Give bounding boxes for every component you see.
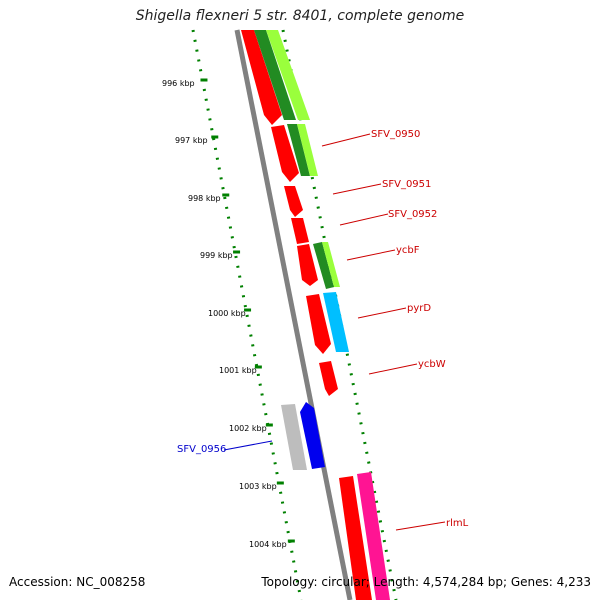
ruler-ticks — [200, 78, 295, 543]
gene-features — [241, 30, 390, 600]
ruler-track — [191, 29, 303, 600]
ruler-label: 999 kbp — [200, 251, 233, 260]
gene-grey[interactable] — [281, 404, 307, 470]
gene-red-pyrD-row[interactable] — [306, 294, 331, 354]
gene-SFV_0950-lightgreen[interactable] — [297, 124, 318, 176]
ruler-label: 1001 kbp — [219, 366, 257, 375]
gene-rlmL[interactable] — [357, 472, 390, 600]
gene-top-lightgreen[interactable] — [266, 30, 310, 120]
label-ycbW[interactable]: ycbW — [418, 359, 446, 370]
label-SFV_0951[interactable]: SFV_0951 — [382, 179, 431, 190]
gene-ycbF-lightgreen[interactable] — [322, 242, 340, 287]
ruler-label: 997 kbp — [175, 136, 208, 145]
ruler-label: 1002 kbp — [229, 424, 267, 433]
ruler-labels: 996 kbp 997 kbp 998 kbp 999 kbp 1000 kbp… — [162, 79, 287, 549]
label-ycbF[interactable]: ycbF — [396, 245, 420, 256]
gene-SFV_0956[interactable] — [300, 402, 325, 469]
label-SFV_0956[interactable]: SFV_0956 — [177, 444, 226, 455]
gene-SFV_0952[interactable] — [291, 218, 309, 244]
gene-top-red[interactable] — [241, 30, 282, 125]
backbone-line — [234, 29, 353, 600]
label-SFV_0952[interactable]: SFV_0952 — [388, 209, 437, 220]
accession-text: Accession: NC_008258 — [9, 575, 146, 589]
gene-red-ycbF-row[interactable] — [297, 244, 318, 286]
label-leaders — [223, 133, 446, 531]
gene-SFV_0950-green[interactable] — [287, 124, 310, 176]
gene-pyrD[interactable] — [323, 292, 349, 352]
gene-SFV_0951[interactable] — [284, 186, 303, 217]
label-SFV_0950[interactable]: SFV_0950 — [371, 129, 420, 140]
ruler-label: 1003 kbp — [239, 482, 277, 491]
gene-ycbW[interactable] — [319, 361, 338, 396]
label-pyrD[interactable]: pyrD — [407, 303, 431, 314]
gene-red-bottom[interactable] — [339, 476, 372, 600]
ruler-label: 998 kbp — [188, 194, 221, 203]
genome-summary-text: Topology: circular; Length: 4,574,284 bp… — [261, 575, 591, 589]
ruler-label: 1004 kbp — [249, 540, 287, 549]
label-rlmL[interactable]: rlmL — [446, 518, 469, 529]
gene-top-green[interactable] — [254, 30, 296, 120]
ruler-label: 1000 kbp — [208, 309, 246, 318]
map-title: Shigella flexneri 5 str. 8401, complete … — [135, 8, 465, 24]
gene-ycbF-green[interactable] — [313, 242, 334, 289]
gene-SFV_0950[interactable] — [271, 125, 299, 182]
ruler-label: 996 kbp — [162, 79, 195, 88]
